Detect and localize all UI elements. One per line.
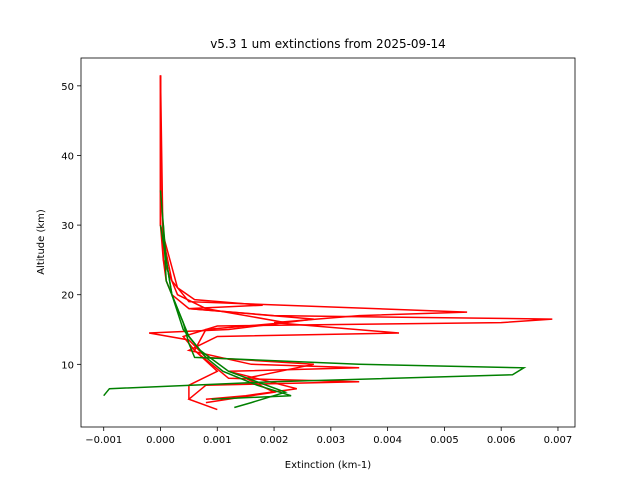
- x-tick-label: 0.004: [373, 435, 402, 446]
- chart-title: v5.3 1 um extinctions from 2025-09-14: [210, 37, 446, 51]
- y-tick-label: 40: [61, 151, 74, 162]
- x-axis-label: Extinction (km-1): [285, 460, 372, 471]
- profile-line: [159, 75, 468, 400]
- x-tick-label: 0.003: [317, 435, 346, 446]
- profile-line: [148, 75, 314, 404]
- x-tick-label: 0.005: [430, 435, 459, 446]
- x-tick-label: −0.001: [85, 435, 122, 446]
- x-tick-label: 0.007: [544, 435, 573, 446]
- y-tick-label: 20: [61, 291, 74, 302]
- y-axis-label: Altitude (km): [36, 209, 47, 275]
- plot-frame: [80, 57, 576, 428]
- y-tick-label: 50: [61, 82, 74, 93]
- profile-line: [162, 225, 292, 400]
- x-tick-label: 0.002: [260, 435, 289, 446]
- profile-line: [159, 224, 288, 409]
- profile-line: [159, 75, 286, 400]
- y-tick-label: 30: [61, 221, 74, 232]
- y-tick-label: 10: [61, 360, 74, 371]
- x-tick-label: 0.006: [487, 435, 516, 446]
- x-tick-label: 0.000: [146, 435, 175, 446]
- x-tick-label: 0.001: [203, 435, 232, 446]
